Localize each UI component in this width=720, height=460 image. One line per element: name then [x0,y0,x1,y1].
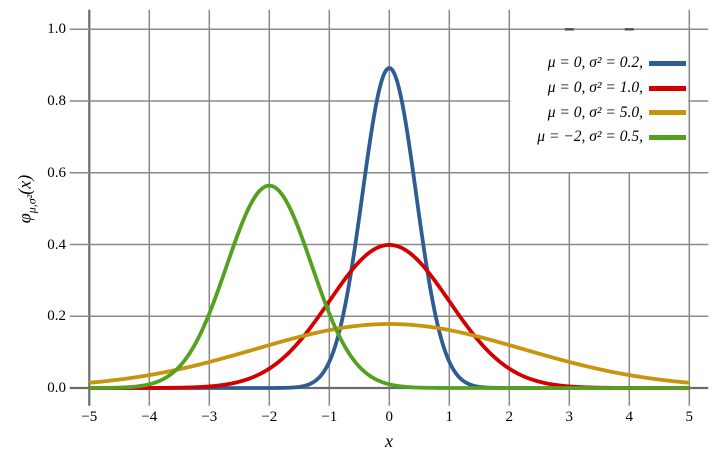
y-axis-label-subscript: μ,σ² [24,194,39,214]
legend-entry-3: μ = −2, σ² = 0.5, [537,125,686,150]
x-axis-label-text: x [385,431,393,451]
legend-entry-1: μ = 0, σ² = 1.0, [537,76,686,101]
legend-background [510,30,689,172]
y-tick-label-0.0: 0.0 [47,380,66,396]
x-tick-label-3: 3 [565,409,574,425]
x-axis-label: x [369,431,409,452]
legend-color-swatch [649,85,686,91]
legend-color-swatch [649,134,686,140]
x-tick-label-0: 0 [385,409,394,425]
x-tick-label-−3: −3 [201,409,218,425]
x-tick-label-5: 5 [685,409,694,425]
y-axis-label-arg: (x) [14,174,35,195]
gridline-junction-dash [564,28,574,31]
legend-entry-label: μ = 0, σ² = 5.0, [547,103,643,121]
legend: μ = 0, σ² = 0.2, μ = 0, σ² = 1.0, μ = 0, σ… [537,51,686,150]
y-tick-label-0.2: 0.2 [47,308,66,325]
legend-entry-label: μ = 0, σ² = 0.2, [547,54,643,72]
curve-series-2 [88,322,690,385]
x-tick-label-−4: −4 [141,409,158,425]
legend-color-swatch [649,110,686,116]
x-tick-label-−2: −2 [261,409,278,425]
y-tick-label-0.8: 0.8 [47,93,66,110]
y-tick-label-0.6: 0.6 [47,164,66,181]
y-tick-label-1.0: 1.0 [47,21,66,38]
legend-entry-label: μ = 0, σ² = 1.0, [547,79,643,97]
x-tick-label-−5: −5 [81,409,98,425]
legend-entry-2: μ = 0, σ² = 5.0, [537,100,686,125]
curve-series-3 [88,183,690,390]
y-tick-label-0.4: 0.4 [47,236,66,253]
legend-entry-0: μ = 0, σ² = 0.2, [537,51,686,76]
y-axis-label-phi: φ [14,213,35,224]
x-tick-label-4: 4 [625,409,634,425]
x-tick-label-−1: −1 [321,409,338,425]
x-tick-label-2: 2 [505,409,514,425]
legend-color-swatch [649,60,686,66]
x-tick-label-1: 1 [445,409,454,425]
gridline-junction-dash [624,28,634,31]
y-axis-label: φμ,σ²(x) [15,175,40,224]
legend-entry-label: μ = −2, σ² = 0.5, [537,128,643,146]
